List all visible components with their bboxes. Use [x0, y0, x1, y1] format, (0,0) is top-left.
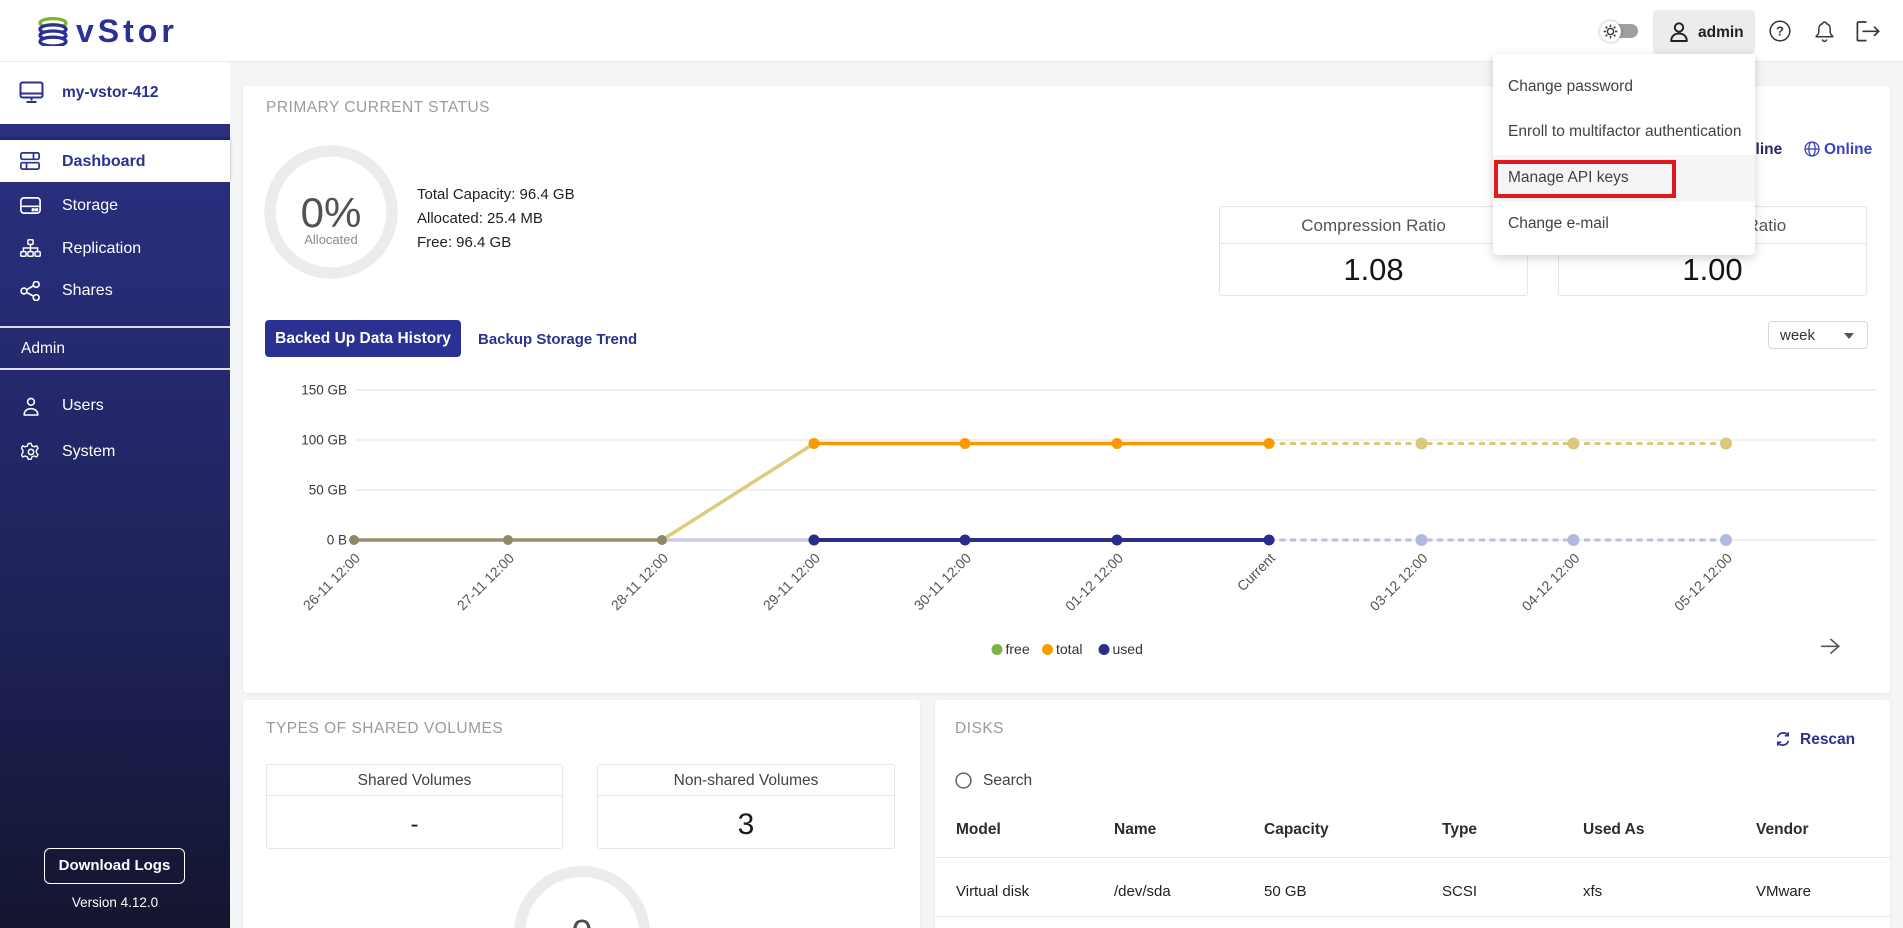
svg-text:?: ? [1776, 24, 1784, 39]
